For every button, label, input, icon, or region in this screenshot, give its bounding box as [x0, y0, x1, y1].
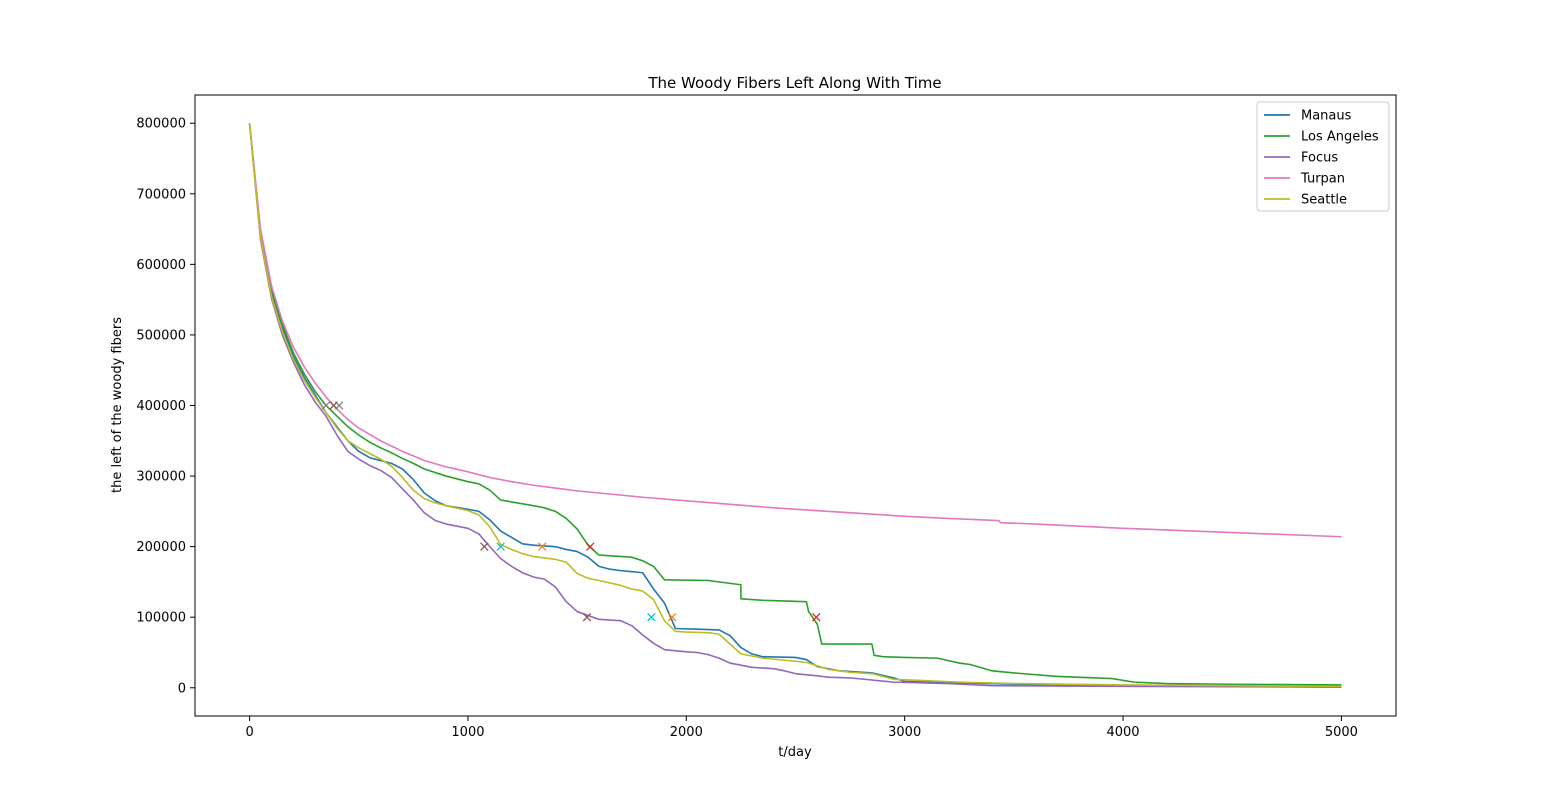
- x-marker: [334, 401, 344, 410]
- y-tick-label: 400000: [136, 399, 186, 414]
- legend-label: Turpan: [1300, 172, 1345, 187]
- legend-label: Seattle: [1301, 193, 1347, 208]
- x-marker: [585, 542, 595, 551]
- x-tick-label: 4000: [1106, 725, 1139, 740]
- y-tick-label: 300000: [136, 470, 186, 485]
- legend-label: Focus: [1301, 151, 1338, 166]
- x-marker: [582, 612, 592, 622]
- marker-layer: [321, 401, 821, 622]
- legend-label: Los Angeles: [1301, 130, 1379, 145]
- x-axis-label: t/day: [778, 745, 812, 760]
- x-marker: [811, 612, 821, 622]
- series-line-turpan: [248, 123, 1342, 538]
- legend-item: Seattle: [1264, 193, 1347, 208]
- x-tick-label: 3000: [888, 725, 921, 740]
- x-marker: [537, 542, 547, 551]
- y-axis-ticks: 0 100000 200000 300000 400000 500000 600000 700…: [136, 117, 195, 696]
- y-tick-label: 100000: [136, 611, 186, 626]
- x-axis-ticks: 0 1000 2000 3000 4000 5000: [245, 716, 1358, 740]
- legend-item: Turpan: [1264, 172, 1345, 187]
- x-marker: [496, 542, 505, 551]
- y-tick-label: 700000: [136, 187, 186, 202]
- legend-label: Manaus: [1301, 109, 1352, 124]
- x-tick-label: 5000: [1325, 725, 1358, 740]
- x-marker: [321, 401, 331, 410]
- legend-item: Manaus: [1264, 109, 1352, 124]
- x-marker: [647, 612, 656, 622]
- x-tick-label: 2000: [670, 725, 703, 740]
- legend: Manaus Los Angeles Focus Turpan Seattle: [1256, 101, 1390, 212]
- legend-item: Focus: [1264, 151, 1338, 166]
- x-tick-label: 0: [245, 725, 253, 740]
- chart-title: The Woody Fibers Left Along With Time: [647, 74, 941, 92]
- y-tick-label: 600000: [136, 258, 186, 273]
- series-line-focus: [248, 123, 1342, 688]
- legend-box: [1256, 101, 1390, 212]
- y-tick-label: 200000: [136, 540, 186, 555]
- legend-item: Los Angeles: [1264, 130, 1379, 145]
- y-tick-label: 800000: [136, 117, 186, 132]
- series-line-seattle: [248, 123, 1342, 688]
- x-marker: [480, 542, 489, 551]
- y-tick-label: 0: [178, 681, 186, 696]
- y-tick-label: 500000: [136, 328, 186, 343]
- y-axis-label: the left of the woody fibers: [110, 317, 125, 493]
- x-marker: [667, 612, 677, 622]
- x-tick-label: 1000: [451, 725, 484, 740]
